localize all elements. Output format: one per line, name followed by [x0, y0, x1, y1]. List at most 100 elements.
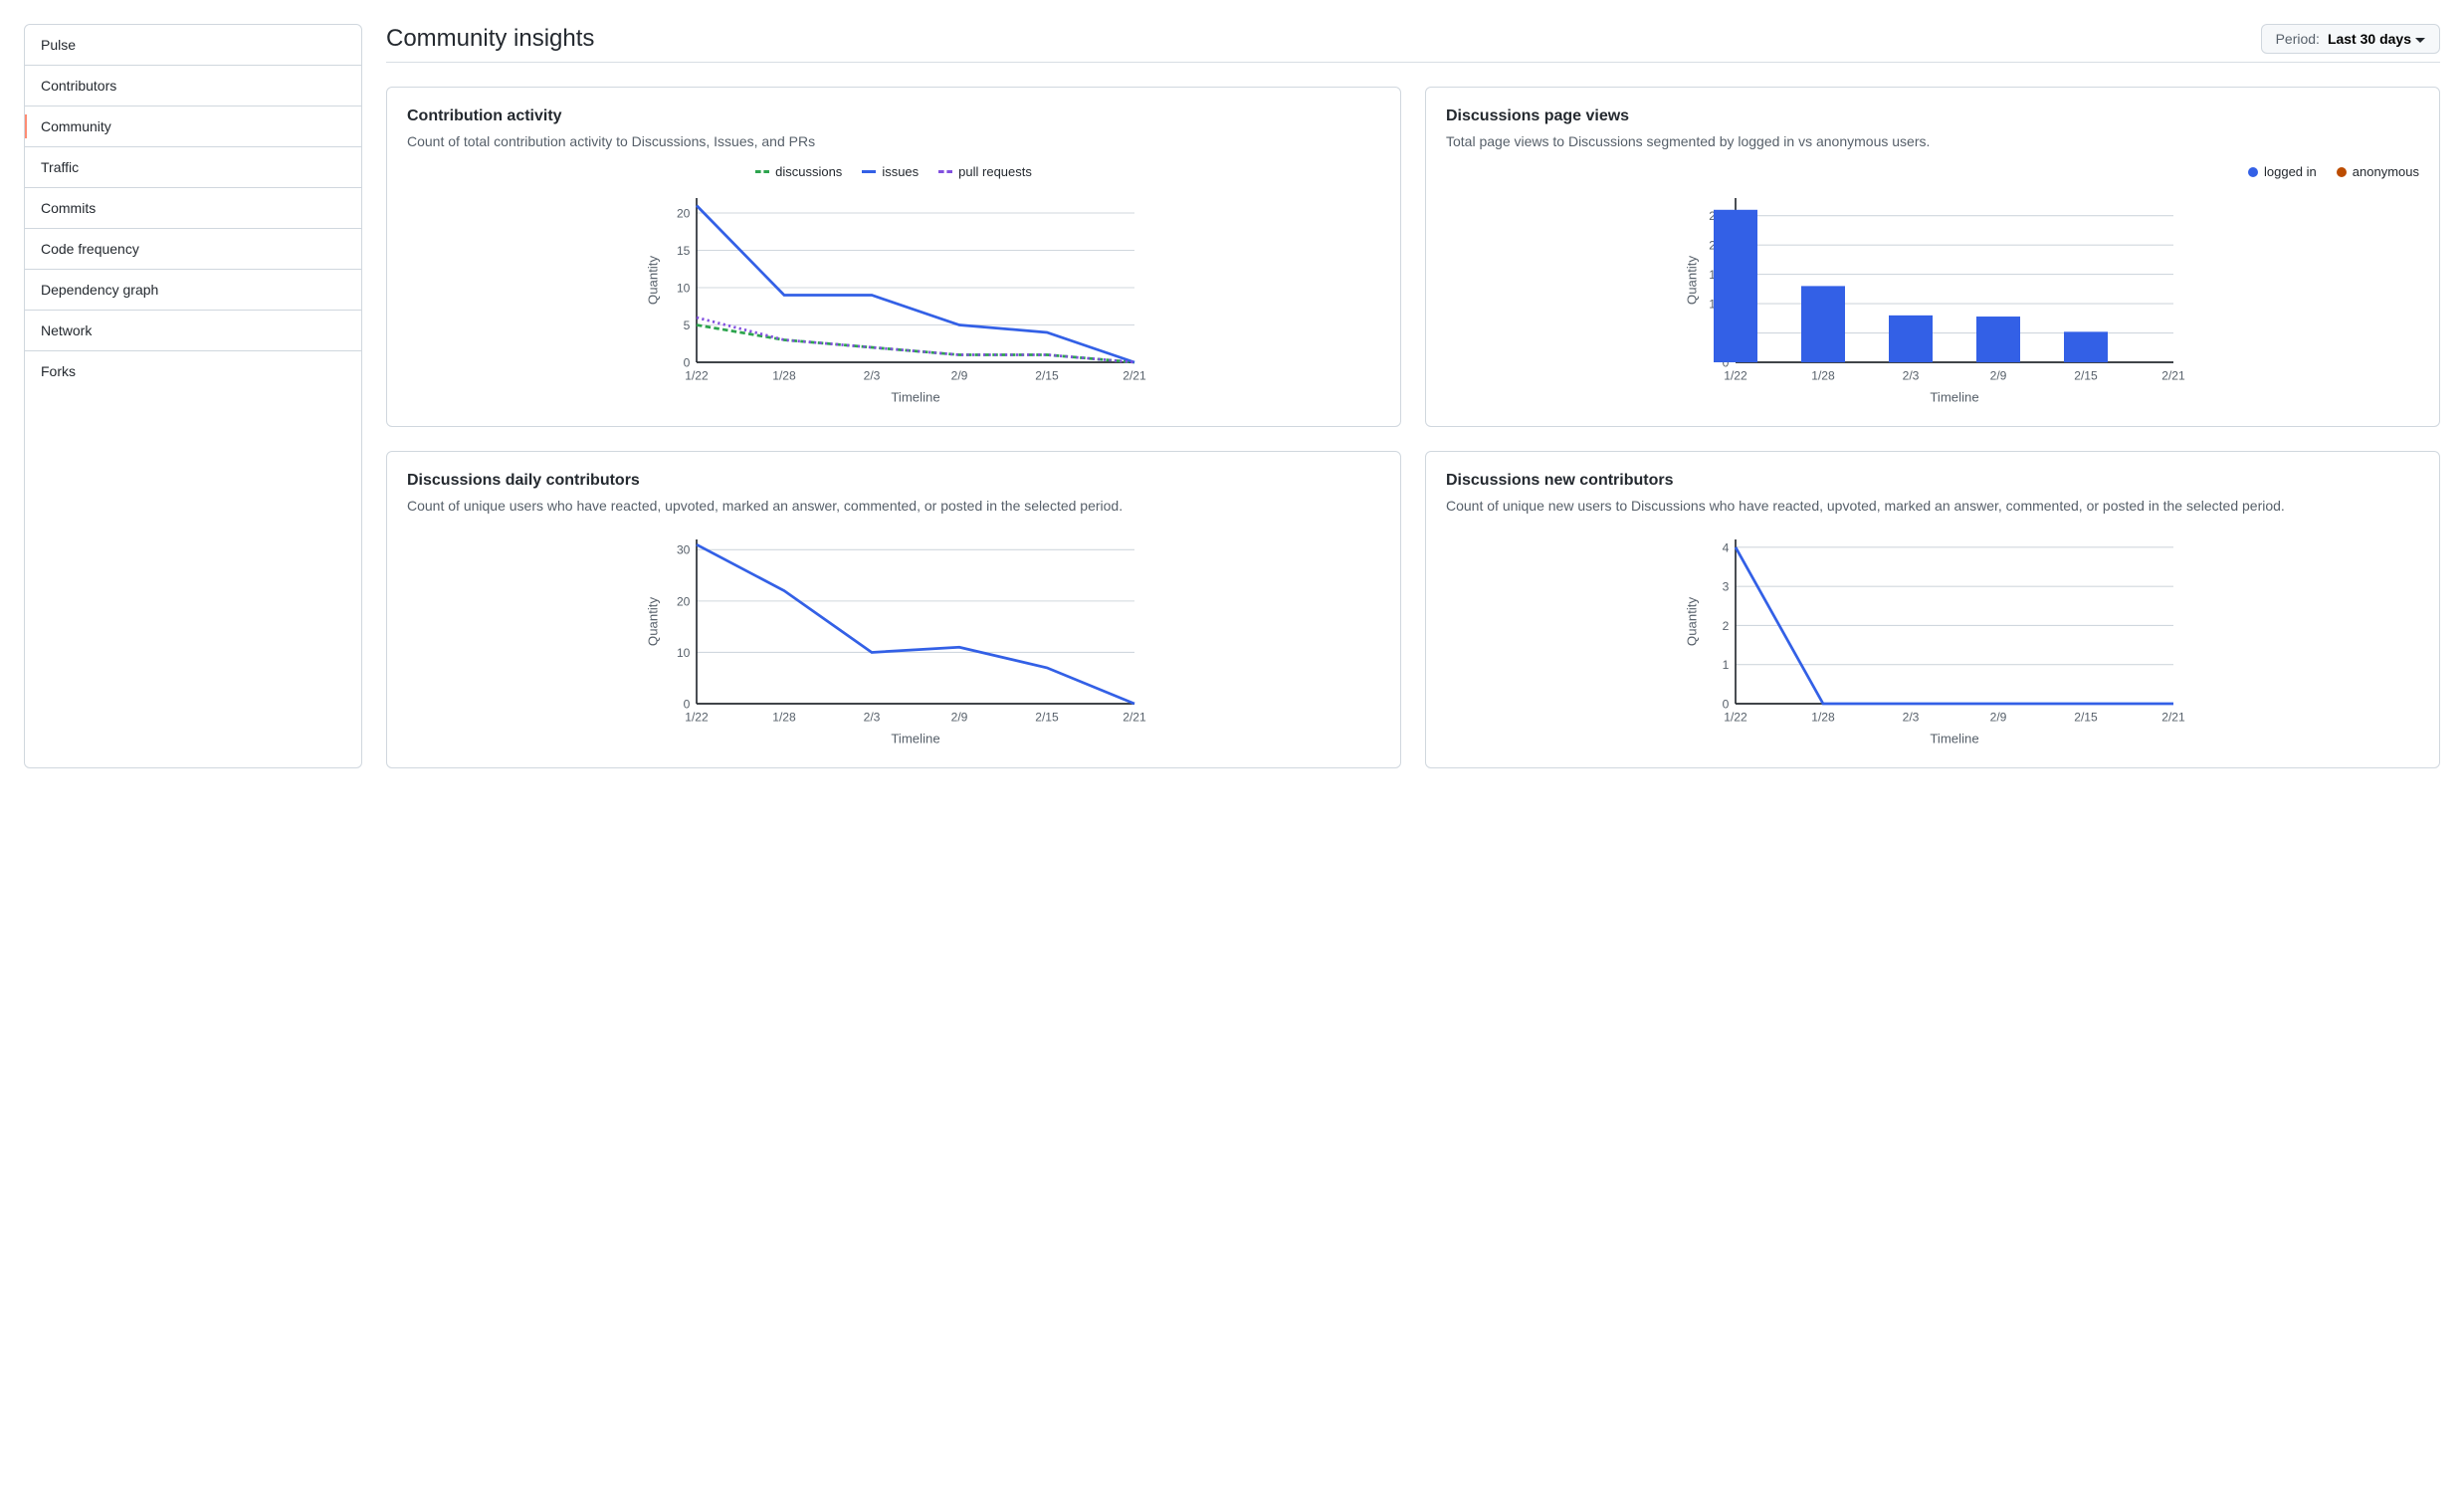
svg-text:2/3: 2/3: [864, 369, 881, 383]
sidebar-item-label: Code frequency: [41, 241, 139, 257]
sidebar-item-label: Forks: [41, 363, 76, 379]
svg-text:2/9: 2/9: [1990, 711, 2007, 725]
svg-text:Quantity: Quantity: [645, 256, 660, 306]
svg-text:20: 20: [677, 594, 691, 608]
svg-text:1/22: 1/22: [685, 369, 709, 383]
page-views-chart: 0501001502002501/221/282/32/92/152/21Tim…: [1446, 187, 2419, 406]
svg-text:4: 4: [1723, 540, 1730, 554]
sidebar-item-forks[interactable]: Forks: [25, 351, 361, 391]
legend-swatch: [862, 170, 876, 173]
daily-contributors-card: Discussions daily contributors Count of …: [386, 451, 1401, 768]
svg-text:2/9: 2/9: [951, 369, 968, 383]
svg-text:Quantity: Quantity: [1684, 256, 1699, 306]
insights-sidebar: Pulse Contributors Community Traffic Commits…: [24, 24, 362, 768]
legend-item-discussions: discussions: [755, 164, 842, 179]
svg-text:2: 2: [1723, 619, 1730, 633]
svg-text:2/9: 2/9: [1990, 369, 2007, 383]
sidebar-item-label: Pulse: [41, 37, 76, 53]
header-row: Community insights Period: Last 30 days: [386, 24, 2440, 63]
svg-text:20: 20: [677, 206, 691, 220]
svg-text:2/3: 2/3: [1903, 711, 1920, 725]
svg-text:3: 3: [1723, 580, 1730, 594]
legend-label: discussions: [775, 164, 842, 179]
svg-text:2/15: 2/15: [1035, 711, 1059, 725]
new-contributors-chart: 012341/221/282/32/92/152/21TimelineQuant…: [1446, 529, 2419, 747]
legend-label: pull requests: [958, 164, 1032, 179]
legend-swatch: [2337, 167, 2347, 177]
period-label: Period:: [2276, 31, 2320, 47]
legend-swatch: [2248, 167, 2258, 177]
svg-text:2/9: 2/9: [951, 711, 968, 725]
svg-text:1/28: 1/28: [1811, 369, 1835, 383]
svg-text:2/15: 2/15: [2074, 369, 2098, 383]
chevron-down-icon: [2415, 31, 2425, 47]
card-title: Discussions new contributors: [1446, 472, 2419, 490]
page-views-card: Discussions page views Total page views …: [1425, 87, 2440, 427]
main-content: Community insights Period: Last 30 days …: [386, 24, 2440, 768]
svg-text:1: 1: [1723, 658, 1730, 672]
legend-item-issues: issues: [862, 164, 919, 179]
svg-text:Quantity: Quantity: [1684, 597, 1699, 647]
period-select[interactable]: Period: Last 30 days: [2261, 24, 2440, 54]
svg-text:15: 15: [677, 244, 691, 258]
sidebar-item-pulse[interactable]: Pulse: [25, 25, 361, 66]
legend-item-pull-requests: pull requests: [938, 164, 1032, 179]
svg-text:0: 0: [684, 355, 691, 369]
chart-legend: logged in anonymous: [1446, 164, 2419, 179]
period-value: Last 30 days: [2328, 31, 2411, 47]
svg-text:2/21: 2/21: [1123, 711, 1146, 725]
sidebar-item-code-frequency[interactable]: Code frequency: [25, 229, 361, 270]
svg-text:2/3: 2/3: [1903, 369, 1920, 383]
svg-text:2/21: 2/21: [2161, 369, 2185, 383]
sidebar-item-label: Traffic: [41, 159, 79, 175]
svg-text:0: 0: [1723, 697, 1730, 711]
sidebar-item-label: Dependency graph: [41, 282, 158, 298]
legend-label: logged in: [2264, 164, 2317, 179]
svg-text:Timeline: Timeline: [1930, 732, 1978, 746]
card-title: Contribution activity: [407, 107, 1380, 125]
sidebar-item-community[interactable]: Community: [25, 106, 361, 147]
legend-label: issues: [882, 164, 919, 179]
card-description: Count of unique users who have reacted, …: [407, 496, 1380, 517]
legend-item-logged-in: logged in: [2248, 164, 2317, 179]
legend-item-anonymous: anonymous: [2337, 164, 2419, 179]
contribution-chart: 0 5 10 15 20 1/22 1/28 2/3 2/9 2/15 2/21 Timeline Qu…: [407, 187, 1380, 406]
sidebar-item-label: Commits: [41, 200, 96, 216]
new-contributors-card: Discussions new contributors Count of un…: [1425, 451, 2440, 768]
legend-swatch: [755, 170, 769, 173]
card-title: Discussions page views: [1446, 107, 2419, 125]
svg-text:1/22: 1/22: [1724, 711, 1747, 725]
chart-legend: discussions issues pull requests: [407, 164, 1380, 179]
svg-text:1/28: 1/28: [772, 369, 796, 383]
contribution-activity-card: Contribution activity Count of total con…: [386, 87, 1401, 427]
svg-text:2/3: 2/3: [864, 711, 881, 725]
svg-text:2/15: 2/15: [1035, 369, 1059, 383]
sidebar-item-network[interactable]: Network: [25, 311, 361, 351]
svg-text:Timeline: Timeline: [1930, 390, 1978, 405]
sidebar-item-label: Community: [41, 118, 111, 134]
svg-text:Timeline: Timeline: [891, 390, 939, 405]
svg-text:10: 10: [677, 646, 691, 660]
svg-text:0: 0: [684, 697, 691, 711]
svg-text:1/28: 1/28: [772, 711, 796, 725]
card-description: Total page views to Discussions segmente…: [1446, 131, 2419, 152]
legend-swatch: [938, 170, 952, 173]
sidebar-item-commits[interactable]: Commits: [25, 188, 361, 229]
card-description: Count of total contribution activity to …: [407, 131, 1380, 152]
page-title: Community insights: [386, 25, 594, 53]
card-description: Count of unique new users to Discussions…: [1446, 496, 2419, 517]
svg-text:1/22: 1/22: [685, 711, 709, 725]
sidebar-item-label: Network: [41, 322, 92, 338]
card-title: Discussions daily contributors: [407, 472, 1380, 490]
svg-text:5: 5: [684, 319, 691, 332]
sidebar-item-dependency-graph[interactable]: Dependency graph: [25, 270, 361, 311]
svg-text:10: 10: [677, 281, 691, 295]
sidebar-item-label: Contributors: [41, 78, 116, 94]
sidebar-item-traffic[interactable]: Traffic: [25, 147, 361, 188]
svg-text:2/21: 2/21: [1123, 369, 1146, 383]
sidebar-item-contributors[interactable]: Contributors: [25, 66, 361, 106]
svg-text:30: 30: [677, 543, 691, 557]
svg-text:Timeline: Timeline: [891, 732, 939, 746]
daily-contributors-chart: 01020301/221/282/32/92/152/21TimelineQua…: [407, 529, 1380, 747]
svg-text:2/15: 2/15: [2074, 711, 2098, 725]
